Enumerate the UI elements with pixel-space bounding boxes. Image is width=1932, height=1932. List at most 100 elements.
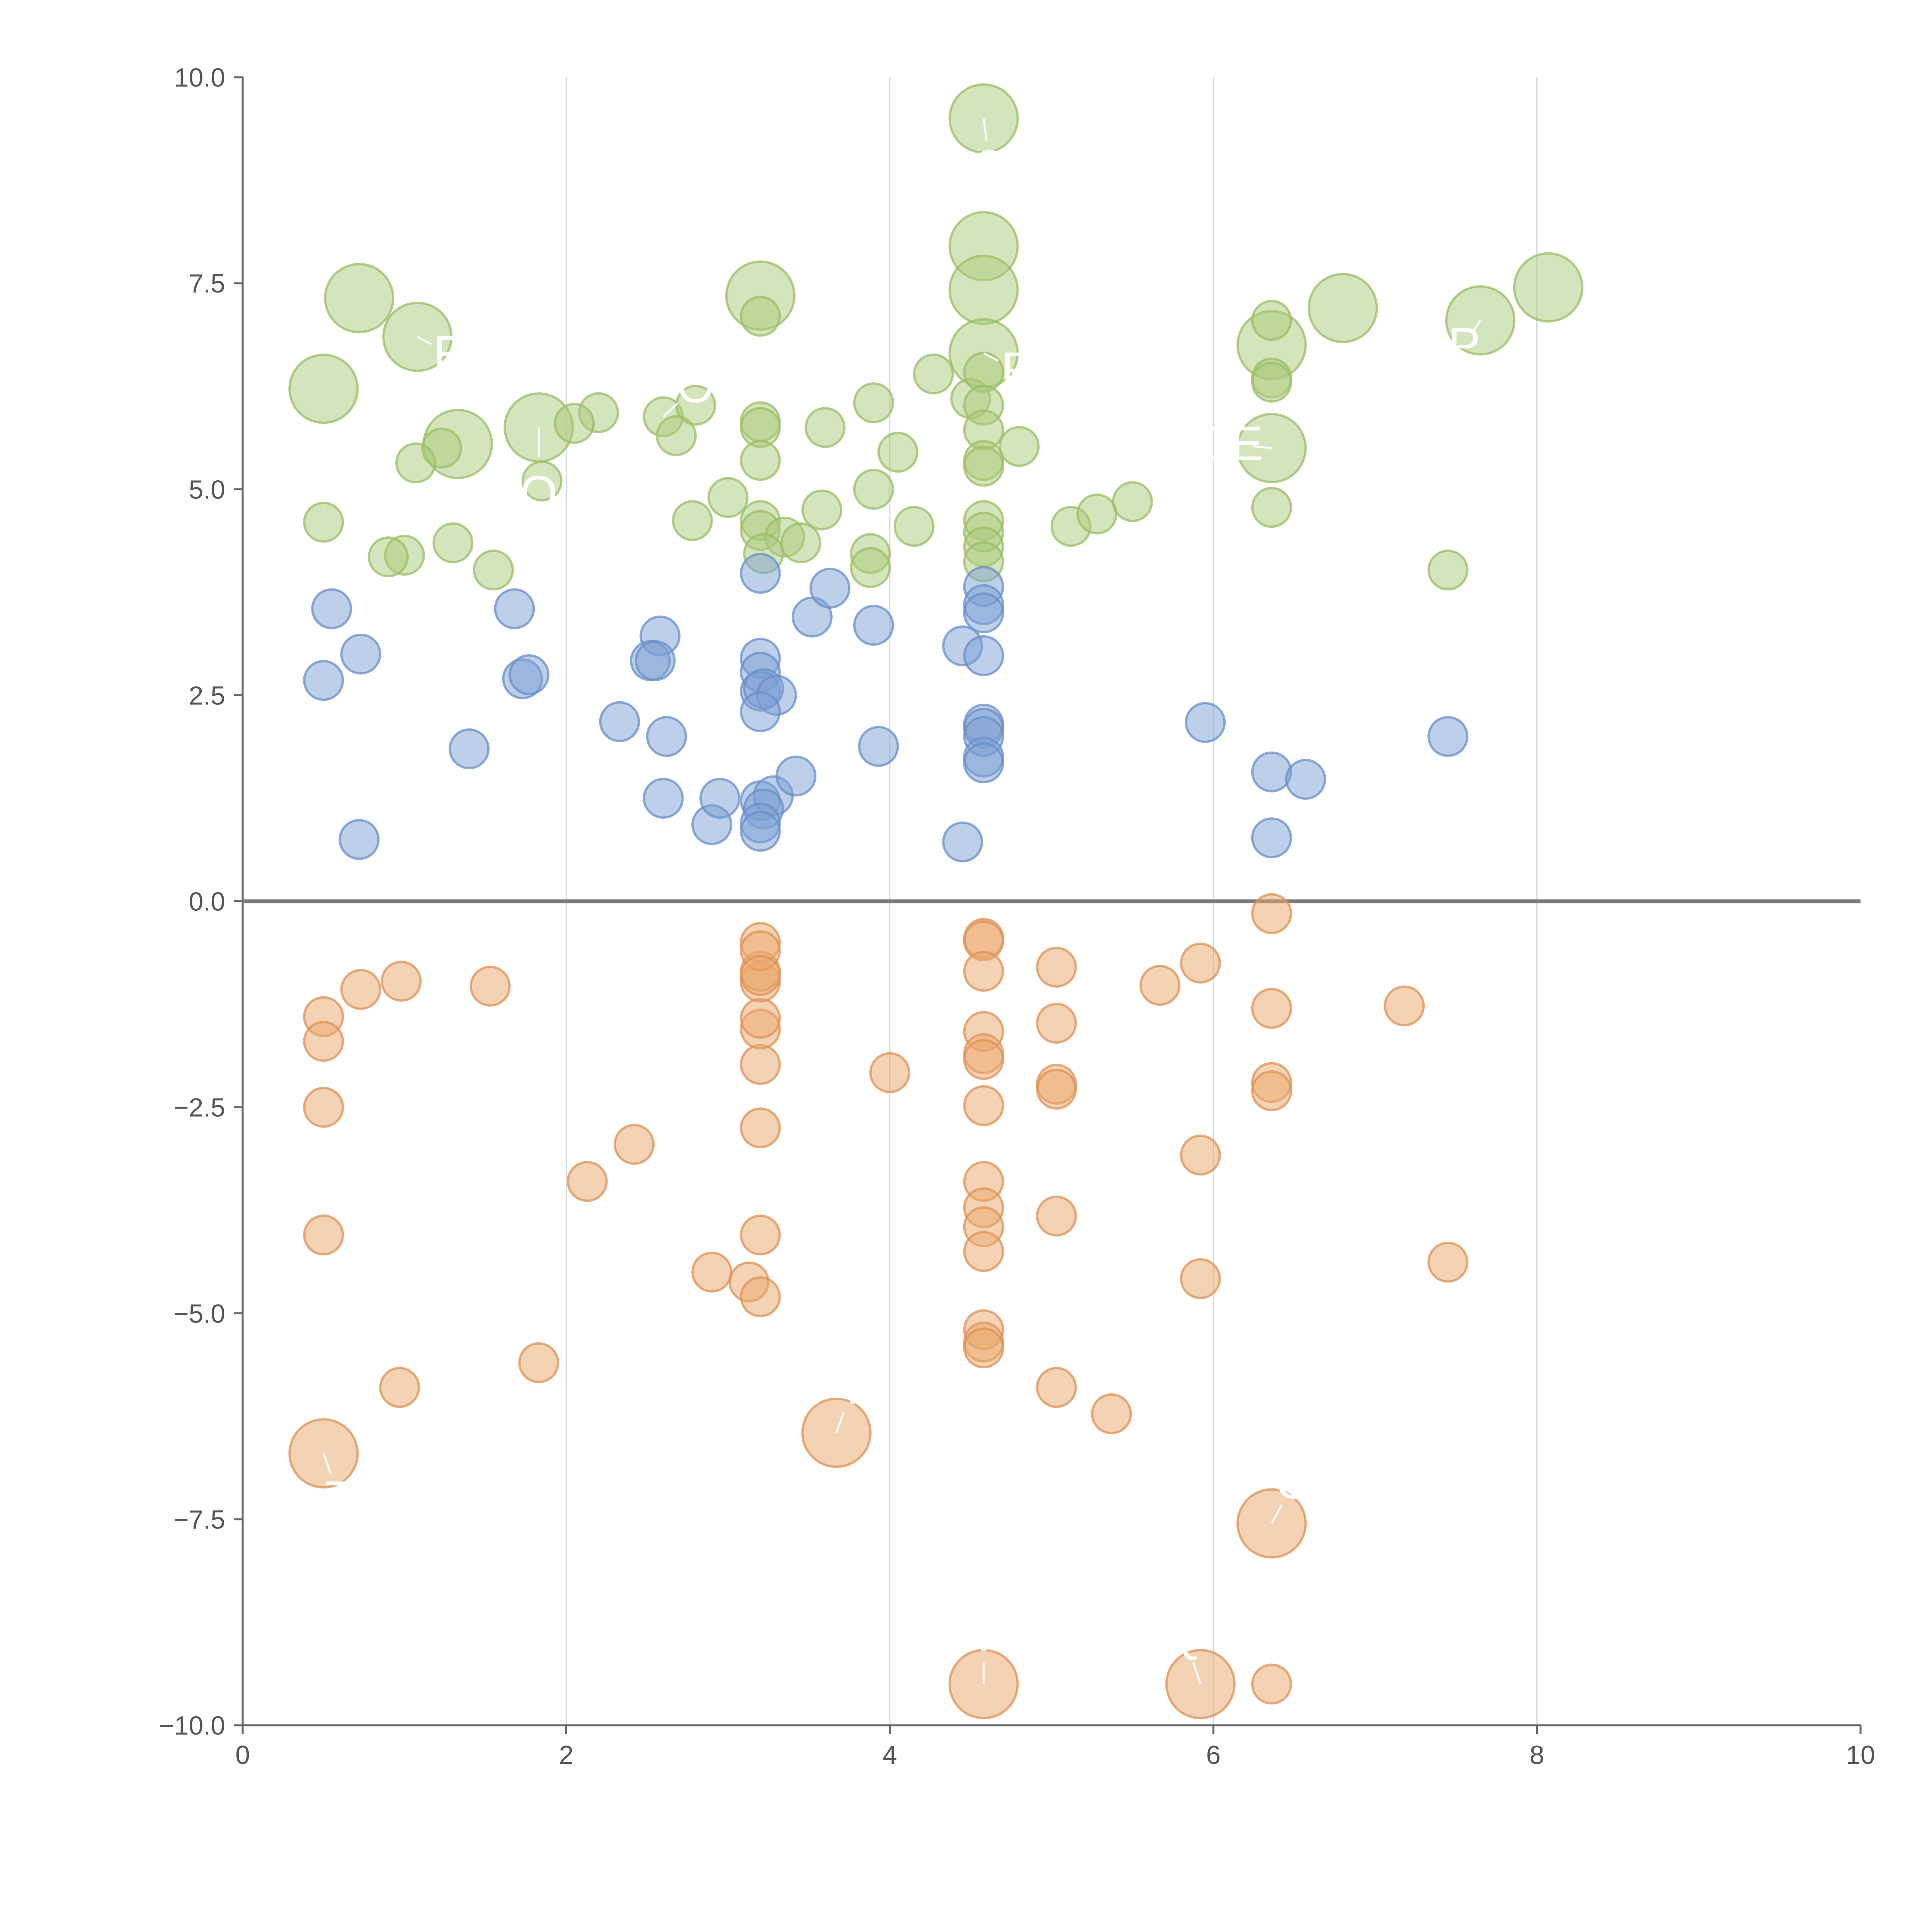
green-bubble-25: [473, 549, 514, 591]
orange-bubble-49: [1036, 1367, 1077, 1408]
annotation-label-0: O: [971, 141, 1009, 195]
orange-bubble-23: [740, 998, 781, 1039]
blue-bubble-11: [599, 701, 640, 742]
green-bubble-50: [893, 506, 935, 547]
green-bubble-32: [804, 407, 846, 448]
x-tick-label-3: 6: [1206, 1740, 1221, 1770]
orange-bubble-10: [303, 1087, 344, 1128]
blue-bubble-37: [963, 592, 1004, 634]
green-bubble-42: [963, 446, 1004, 487]
orange-bubble-48: [1036, 1196, 1077, 1237]
orange-bubble-15: [614, 1124, 655, 1165]
orange-bubble-58: [1251, 1070, 1292, 1111]
orange-bubble-52: [1180, 942, 1221, 984]
y-tick-label-2: −5.0: [173, 1299, 225, 1328]
x-tick-label-5: 10: [1846, 1740, 1875, 1770]
y-tick-label-5: 2.5: [189, 681, 225, 710]
orange-bubble-8: [381, 961, 422, 1002]
orange-bubble-20: [740, 1107, 781, 1148]
blue-bubble-34: [942, 821, 983, 862]
green-bubble-21: [303, 502, 344, 543]
blue-bubble-44: [1185, 702, 1226, 743]
green-bubble-11: [1308, 273, 1378, 344]
orange-bubble-11: [303, 1214, 344, 1256]
series-green: [288, 83, 1583, 591]
annotation-label-4: DE: [1196, 417, 1263, 471]
orange-bubble-44: [1036, 947, 1077, 988]
series-blue: [303, 553, 1469, 862]
y-tick-label-1: −7.5: [173, 1505, 225, 1534]
blue-bubble-31: [853, 605, 894, 646]
green-bubble-62: [1251, 487, 1292, 528]
green-bubble-66: [1427, 549, 1469, 591]
series-orange: [288, 893, 1469, 1719]
annotation-leader-2: [662, 402, 679, 418]
x-tick-label-0: 0: [235, 1740, 250, 1770]
orange-bubble-18: [740, 1276, 781, 1318]
green-bubble-47: [801, 489, 842, 531]
annotation-leader-8: [835, 1412, 845, 1433]
green-bubble-64: [1251, 362, 1292, 403]
green-bubble-22: [432, 522, 474, 563]
blue-bubble-7: [449, 728, 490, 769]
blue-bubble-38: [963, 635, 1004, 677]
blue-bubble-45: [1251, 751, 1292, 793]
annotation-label-5: P: [1448, 318, 1480, 372]
orange-bubble-36: [963, 1085, 1004, 1126]
blue-bubble-43: [963, 742, 1004, 784]
orange-bubble-59: [1251, 1663, 1292, 1705]
blue-bubble-13: [643, 777, 684, 819]
blue-bubble-12: [646, 716, 687, 757]
blue-bubble-4: [494, 588, 535, 629]
blue-bubble-32: [858, 726, 899, 767]
annotation-leader-3: [983, 352, 999, 362]
blue-bubble-30: [809, 568, 850, 609]
orange-bubble-51: [1139, 965, 1181, 1006]
y-tick-label-3: −2.5: [173, 1093, 225, 1122]
orange-bubble-61: [1427, 1242, 1469, 1283]
green-bubble-56: [850, 547, 891, 588]
green-bubble-7: [288, 354, 359, 424]
orange-bubble-55: [1251, 893, 1292, 934]
orange-bubble-47: [1036, 1068, 1077, 1110]
annotation-leader-0: [983, 118, 988, 141]
orange-bubble-12: [379, 1367, 420, 1408]
orange-bubble-53: [1180, 1134, 1221, 1176]
blue-bubble-47: [1251, 817, 1292, 859]
green-bubble-53: [780, 522, 821, 563]
orange-bubble-56: [1251, 988, 1292, 1029]
green-bubble-33: [853, 382, 894, 423]
x-tick-label-1: 2: [559, 1740, 573, 1770]
orange-bubble-7: [340, 969, 381, 1010]
green-bubble-40: [998, 426, 1040, 467]
blue-bubble-3: [338, 819, 380, 860]
annotation-label-2: O: [677, 359, 714, 413]
blue-bubble-27: [740, 811, 781, 852]
green-bubble-2: [948, 255, 1019, 325]
green-bubble-31: [740, 440, 781, 481]
annotation-label-11: Q: [1165, 1607, 1203, 1661]
green-bubble-15: [740, 296, 781, 337]
y-tick-label-7: 7.5: [189, 269, 225, 298]
orange-bubble-32: [963, 951, 1004, 992]
green-bubble-13: [1513, 252, 1583, 323]
green-bubble-60: [1076, 493, 1117, 535]
green-bubble-44: [853, 469, 894, 510]
orange-bubble-16: [691, 1252, 733, 1293]
green-bubble-28: [656, 415, 697, 456]
x-tick-label-2: 4: [883, 1740, 897, 1770]
y-tick-label-0: −10.0: [159, 1711, 225, 1740]
green-bubble-5: [324, 263, 395, 333]
blue-bubble-22: [740, 691, 781, 733]
orange-bubble-54: [1180, 1258, 1221, 1299]
green-bubble-65: [1251, 300, 1292, 341]
blue-bubble-28: [775, 755, 816, 797]
annotation-label-8: I: [846, 1361, 859, 1414]
x-tick-label-4: 8: [1530, 1740, 1544, 1770]
annotation-label-10: V: [968, 1607, 1000, 1661]
orange-bubble-19: [740, 1214, 781, 1256]
orange-bubble-6: [303, 1021, 344, 1062]
annotation-leader-9: [1270, 1504, 1283, 1524]
annotation-label-3: F: [1001, 343, 1031, 396]
